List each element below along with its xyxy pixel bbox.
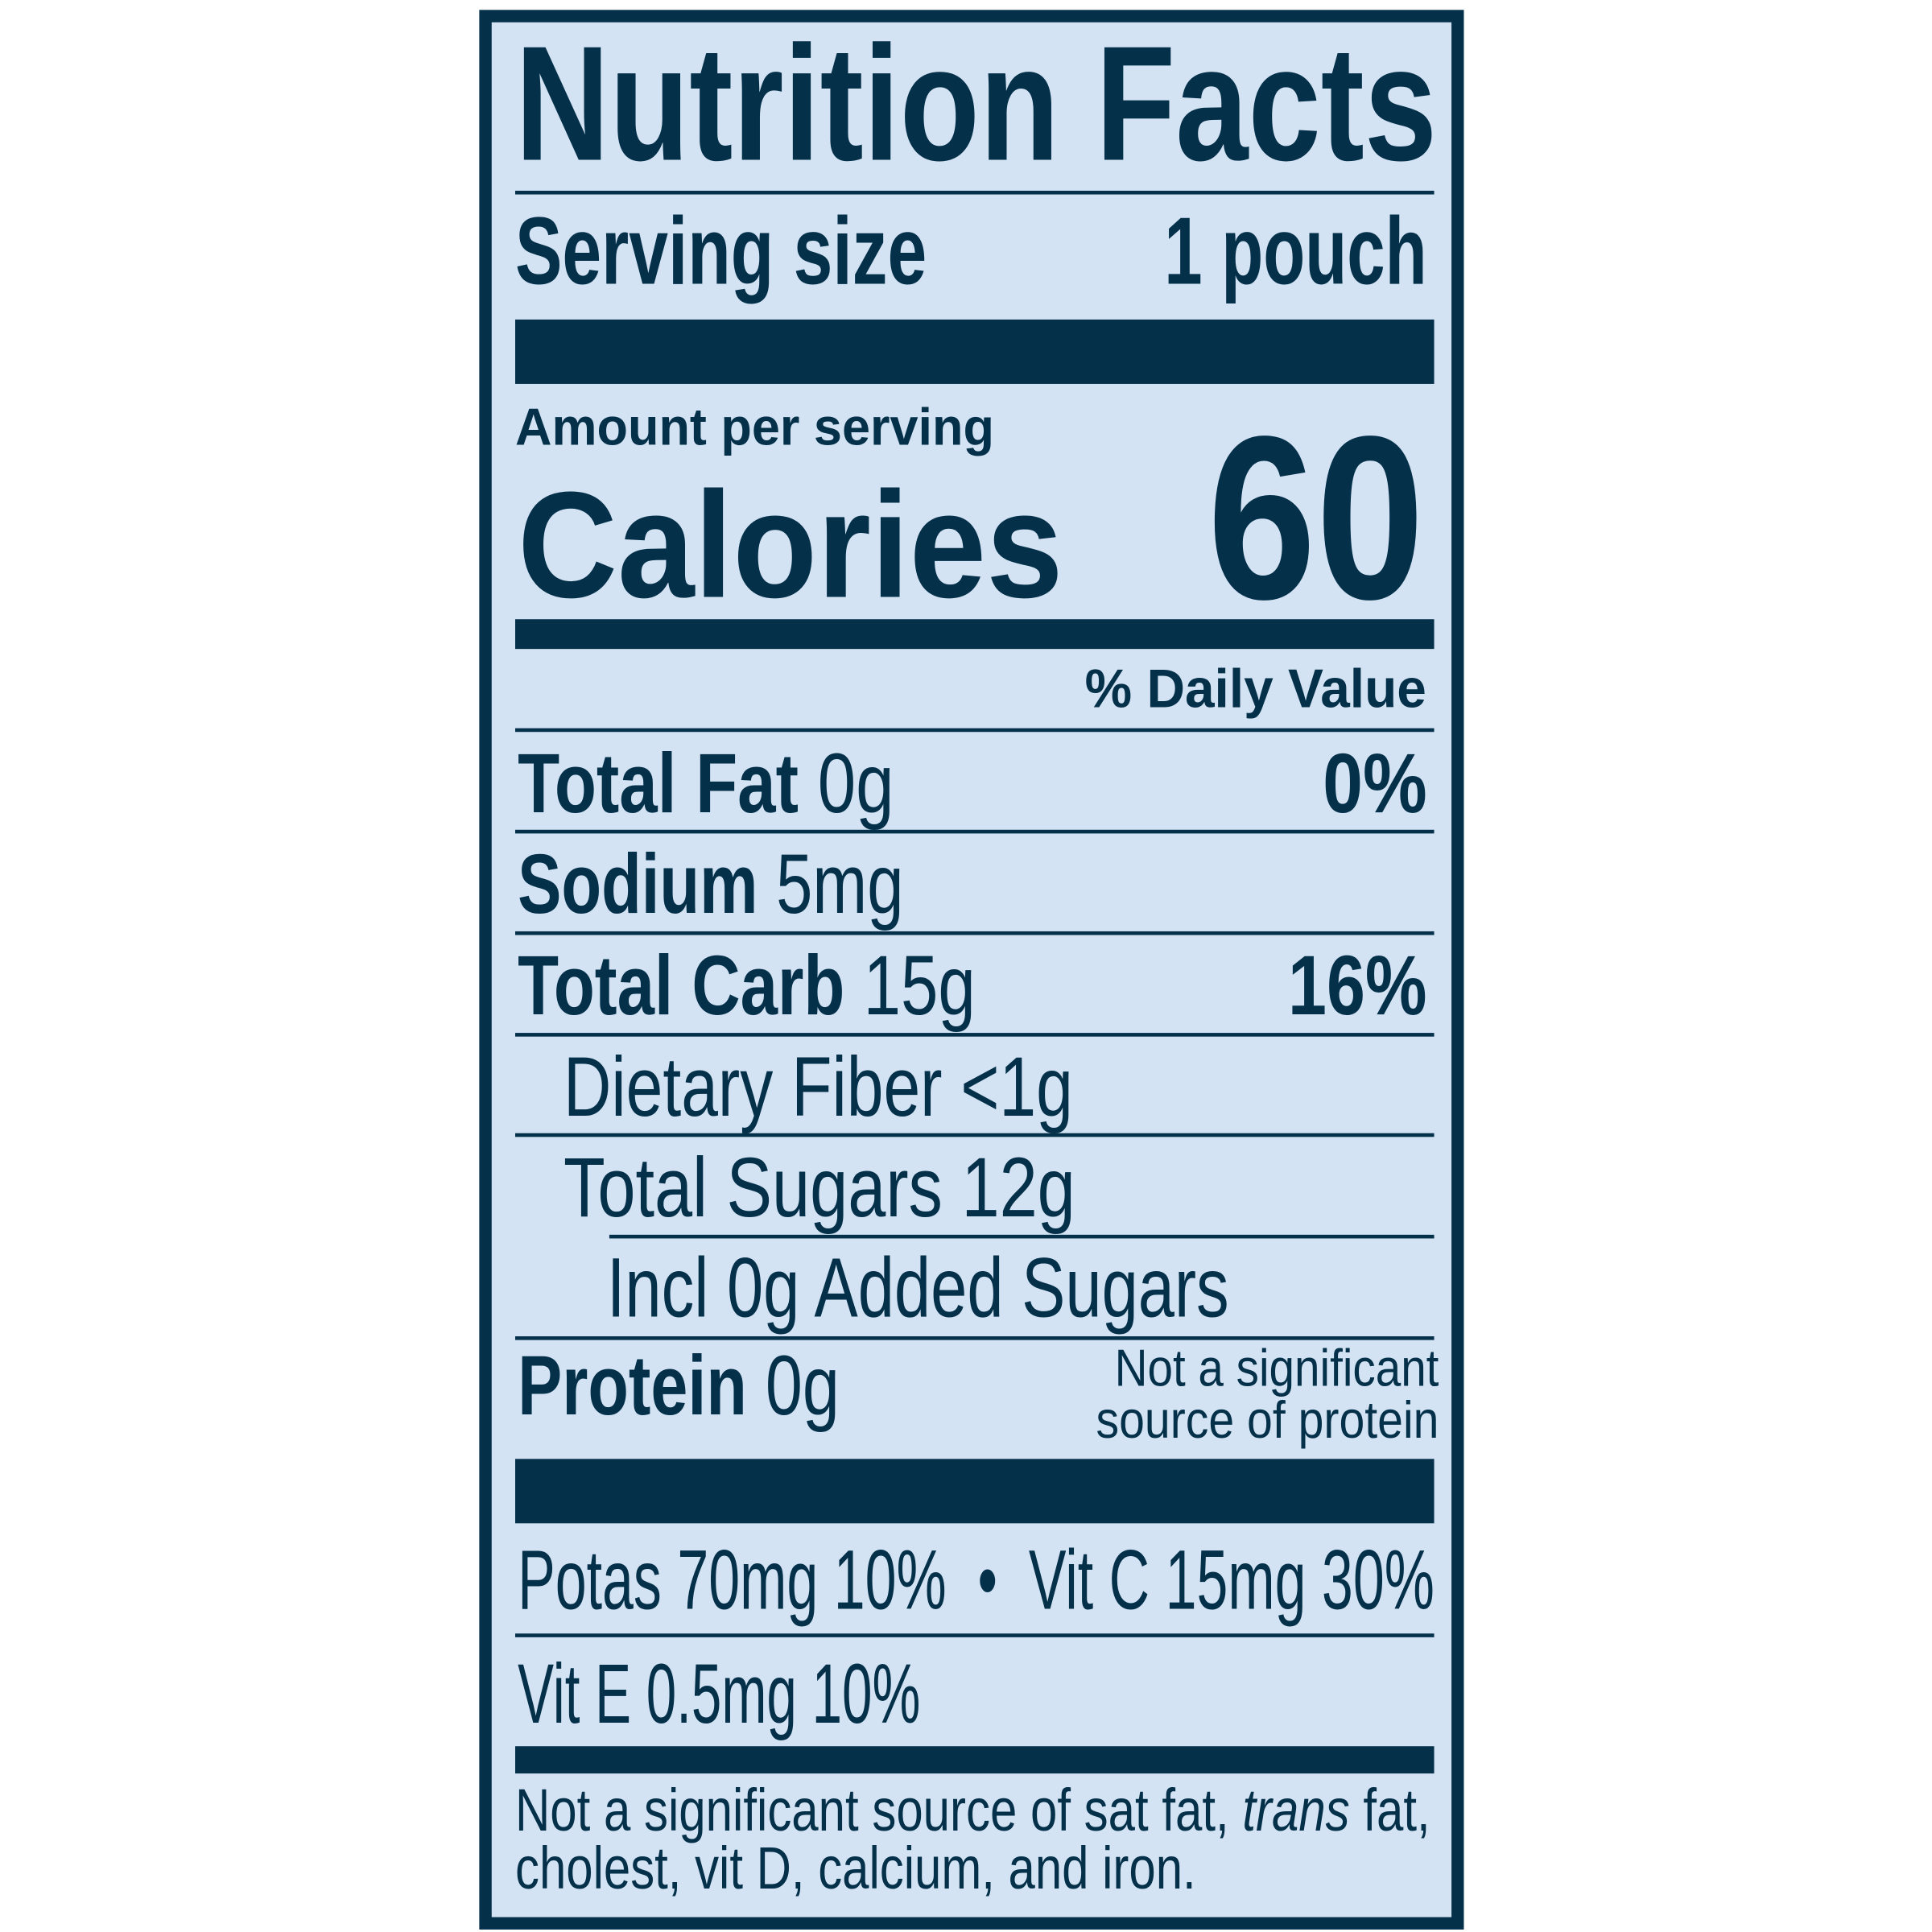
medium-bar (514, 619, 1435, 650)
nutrient-name: Total Carb (518, 939, 845, 1034)
thick-bar (514, 1459, 1435, 1524)
calories-value: 60 (1207, 387, 1425, 648)
divider (514, 829, 1435, 834)
divider (514, 1033, 1435, 1037)
nutrient-row-total-carb: Total Carb 15g (518, 944, 976, 1029)
daily-value-header: % Daily Value (1085, 658, 1427, 720)
thick-bar (514, 319, 1435, 384)
amount-per-serving: Amount per serving (514, 398, 994, 456)
nutrient-name: Total Fat (518, 737, 799, 832)
micronutrients-line1: Potas 70mg 10% • Vit C 15mg 30% (518, 1534, 1435, 1629)
nutrient-name: Sodium (518, 837, 758, 932)
nutrient-name: Protein (518, 1339, 747, 1434)
nutrient-row-dietary-fiber: Dietary Fiber <1g (563, 1041, 1073, 1135)
nutrient-row-protein: Protein 0g (518, 1344, 840, 1429)
divider (514, 190, 1435, 195)
nutrient-amount: 5mg (776, 837, 904, 932)
divider (609, 1234, 1435, 1239)
footnote-line2: cholest, vit D, calcium, and iron. (514, 1837, 1196, 1903)
label-title: Nutrition Facts (514, 12, 1438, 196)
divider (514, 728, 1435, 733)
divider (514, 1633, 1435, 1637)
divider (514, 931, 1435, 935)
calories-label: Calories (518, 460, 1063, 630)
nutrient-row-added-sugars: Incl 0g Added Sugars (606, 1241, 1229, 1336)
footnote-line1: Not a significant source of sat fat, tra… (515, 1782, 1430, 1842)
divider (514, 1133, 1435, 1137)
nutrient-row-total-sugars: Total Sugars 12g (563, 1141, 1075, 1236)
footnote-italic: trans (1242, 1778, 1350, 1845)
nutrient-amount: 15g (863, 939, 976, 1034)
nutrient-amount: 0g (765, 1339, 840, 1434)
nutrient-row-sodium: Sodium 5mg (518, 843, 903, 927)
serving-size-value: 1 pouch (1163, 197, 1427, 305)
serving-size-label: Serving size (514, 197, 927, 305)
medium-bar (514, 1746, 1435, 1774)
footnote-text: fat, (1349, 1778, 1430, 1845)
divider (514, 1335, 1435, 1340)
footnote-text: Not a significant source of sat fat, (514, 1778, 1243, 1845)
protein-note-line2: source of protein (1096, 1391, 1439, 1450)
nutrient-dv-total-carb: 16% (1287, 939, 1427, 1034)
nutrient-row-total-fat: Total Fat 0g (518, 742, 894, 827)
micronutrients-line2: Vit E 0.5mg 10% (518, 1647, 921, 1742)
protein-note-line1: Not a significant (1114, 1339, 1439, 1398)
nutrient-amount: 0g (817, 737, 894, 832)
nutrient-dv-total-fat: 0% (1322, 737, 1427, 832)
